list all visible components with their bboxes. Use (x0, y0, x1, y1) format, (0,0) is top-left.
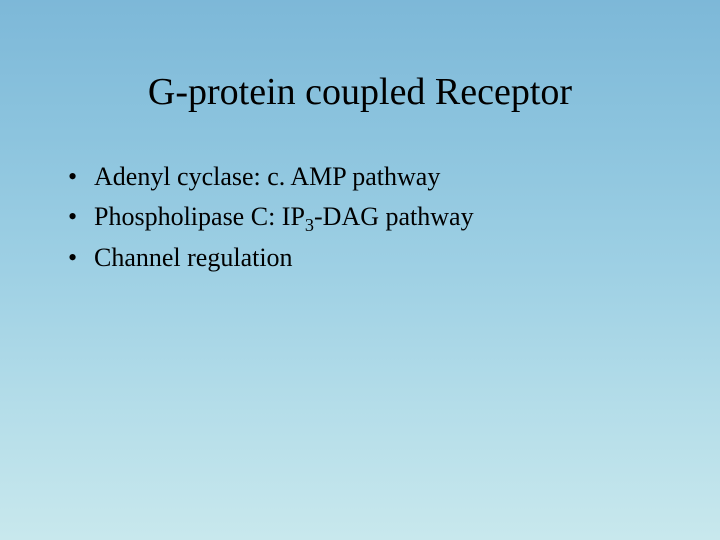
bullet-subscript: 3 (305, 216, 314, 236)
bullet-text-suffix: -DAG pathway (314, 202, 474, 231)
bullet-text-prefix: Phospholipase C: IP (94, 202, 305, 231)
slide-title: G-protein coupled Receptor (50, 70, 670, 114)
bullet-item: Phospholipase C: IP3-DAG pathway (68, 199, 670, 235)
bullet-item: Adenyl cyclase: c. AMP pathway (68, 159, 670, 195)
bullet-item: Channel regulation (68, 240, 670, 276)
slide-container: G-protein coupled Receptor Adenyl cyclas… (0, 0, 720, 540)
bullet-list: Adenyl cyclase: c. AMP pathway Phospholi… (50, 159, 670, 276)
